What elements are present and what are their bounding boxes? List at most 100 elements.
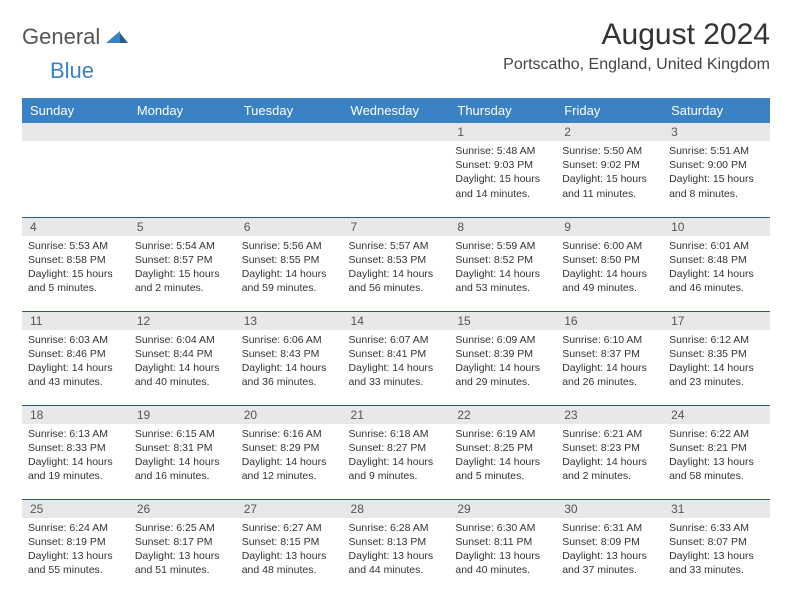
day-number: 5 [129,218,236,236]
day-number: 18 [22,406,129,424]
day-detail-line: Sunrise: 6:16 AM [242,427,337,441]
calendar-day-cell [22,123,129,217]
brand-logo: General [22,18,130,50]
day-details: Sunrise: 6:04 AMSunset: 8:44 PMDaylight:… [129,330,236,394]
brand-part2: Blue [50,58,94,84]
day-number: 24 [663,406,770,424]
day-detail-line: Daylight: 14 hours and 53 minutes. [455,267,550,295]
day-detail-line: Sunrise: 6:00 AM [562,239,657,253]
day-detail-line: Daylight: 14 hours and 40 minutes. [135,361,230,389]
day-detail-line: Sunrise: 6:27 AM [242,521,337,535]
calendar-day-cell: 29Sunrise: 6:30 AMSunset: 8:11 PMDayligh… [449,499,556,593]
day-detail-line: Sunrise: 6:31 AM [562,521,657,535]
day-details: Sunrise: 6:01 AMSunset: 8:48 PMDaylight:… [663,236,770,300]
day-number: 1 [449,123,556,141]
dow-saturday: Saturday [663,98,770,123]
day-detail-line: Sunrise: 6:13 AM [28,427,123,441]
day-details: Sunrise: 6:07 AMSunset: 8:41 PMDaylight:… [343,330,450,394]
day-detail-line: Daylight: 14 hours and 16 minutes. [135,455,230,483]
day-number: 14 [343,312,450,330]
day-detail-line: Sunset: 8:31 PM [135,441,230,455]
calendar-day-cell [343,123,450,217]
day-detail-line: Daylight: 14 hours and 19 minutes. [28,455,123,483]
day-details: Sunrise: 6:24 AMSunset: 8:19 PMDaylight:… [22,518,129,582]
day-detail-line: Sunrise: 6:30 AM [455,521,550,535]
day-details: Sunrise: 5:50 AMSunset: 9:02 PMDaylight:… [556,141,663,205]
calendar-day-cell: 25Sunrise: 6:24 AMSunset: 8:19 PMDayligh… [22,499,129,593]
calendar-day-cell: 15Sunrise: 6:09 AMSunset: 8:39 PMDayligh… [449,311,556,405]
calendar-week-row: 11Sunrise: 6:03 AMSunset: 8:46 PMDayligh… [22,311,770,405]
day-detail-line: Sunset: 8:53 PM [349,253,444,267]
day-detail-line: Daylight: 14 hours and 36 minutes. [242,361,337,389]
day-number: 21 [343,406,450,424]
calendar-day-cell [236,123,343,217]
day-number: 20 [236,406,343,424]
day-details: Sunrise: 6:31 AMSunset: 8:09 PMDaylight:… [556,518,663,582]
calendar-day-cell: 12Sunrise: 6:04 AMSunset: 8:44 PMDayligh… [129,311,236,405]
day-detail-line: Daylight: 14 hours and 2 minutes. [562,455,657,483]
day-detail-line: Sunrise: 6:18 AM [349,427,444,441]
day-detail-line: Daylight: 15 hours and 5 minutes. [28,267,123,295]
day-details: Sunrise: 6:12 AMSunset: 8:35 PMDaylight:… [663,330,770,394]
logo-triangle-icon [106,27,128,48]
calendar-day-cell: 7Sunrise: 5:57 AMSunset: 8:53 PMDaylight… [343,217,450,311]
day-number: 11 [22,312,129,330]
day-detail-line: Sunrise: 6:07 AM [349,333,444,347]
day-details: Sunrise: 5:56 AMSunset: 8:55 PMDaylight:… [236,236,343,300]
day-detail-line: Sunrise: 6:33 AM [669,521,764,535]
day-number: 3 [663,123,770,141]
day-details: Sunrise: 6:13 AMSunset: 8:33 PMDaylight:… [22,424,129,488]
calendar-day-cell [129,123,236,217]
day-details: Sunrise: 5:51 AMSunset: 9:00 PMDaylight:… [663,141,770,205]
calendar-day-cell: 31Sunrise: 6:33 AMSunset: 8:07 PMDayligh… [663,499,770,593]
day-number: 22 [449,406,556,424]
day-details: Sunrise: 5:48 AMSunset: 9:03 PMDaylight:… [449,141,556,205]
day-detail-line: Sunset: 8:37 PM [562,347,657,361]
day-details [129,141,236,148]
calendar-page: General August 2024 Portscatho, England,… [0,0,792,611]
day-detail-line: Daylight: 13 hours and 48 minutes. [242,549,337,577]
calendar-day-cell: 2Sunrise: 5:50 AMSunset: 9:02 PMDaylight… [556,123,663,217]
day-detail-line: Sunset: 8:44 PM [135,347,230,361]
day-details: Sunrise: 6:18 AMSunset: 8:27 PMDaylight:… [343,424,450,488]
calendar-day-cell: 23Sunrise: 6:21 AMSunset: 8:23 PMDayligh… [556,405,663,499]
dow-tuesday: Tuesday [236,98,343,123]
day-detail-line: Sunrise: 5:57 AM [349,239,444,253]
calendar-day-cell: 3Sunrise: 5:51 AMSunset: 9:00 PMDaylight… [663,123,770,217]
day-detail-line: Sunset: 8:17 PM [135,535,230,549]
day-details: Sunrise: 5:59 AMSunset: 8:52 PMDaylight:… [449,236,556,300]
calendar-day-cell: 11Sunrise: 6:03 AMSunset: 8:46 PMDayligh… [22,311,129,405]
day-detail-line: Daylight: 15 hours and 8 minutes. [669,172,764,200]
day-number: 26 [129,500,236,518]
dow-monday: Monday [129,98,236,123]
calendar-day-cell: 30Sunrise: 6:31 AMSunset: 8:09 PMDayligh… [556,499,663,593]
day-detail-line: Daylight: 14 hours and 23 minutes. [669,361,764,389]
day-detail-line: Sunrise: 6:19 AM [455,427,550,441]
day-detail-line: Daylight: 15 hours and 11 minutes. [562,172,657,200]
calendar-day-cell: 4Sunrise: 5:53 AMSunset: 8:58 PMDaylight… [22,217,129,311]
day-detail-line: Sunrise: 6:15 AM [135,427,230,441]
day-detail-line: Daylight: 13 hours and 58 minutes. [669,455,764,483]
day-detail-line: Sunrise: 5:48 AM [455,144,550,158]
day-details: Sunrise: 5:54 AMSunset: 8:57 PMDaylight:… [129,236,236,300]
dow-wednesday: Wednesday [343,98,450,123]
day-details: Sunrise: 6:10 AMSunset: 8:37 PMDaylight:… [556,330,663,394]
day-number: 17 [663,312,770,330]
day-detail-line: Sunrise: 6:01 AM [669,239,764,253]
calendar-day-cell: 20Sunrise: 6:16 AMSunset: 8:29 PMDayligh… [236,405,343,499]
calendar-day-cell: 14Sunrise: 6:07 AMSunset: 8:41 PMDayligh… [343,311,450,405]
day-number: 8 [449,218,556,236]
day-number: 19 [129,406,236,424]
day-detail-line: Daylight: 14 hours and 5 minutes. [455,455,550,483]
day-number: 31 [663,500,770,518]
day-detail-line: Sunset: 8:07 PM [669,535,764,549]
day-details: Sunrise: 6:19 AMSunset: 8:25 PMDaylight:… [449,424,556,488]
day-detail-line: Sunset: 8:57 PM [135,253,230,267]
day-detail-line: Daylight: 14 hours and 49 minutes. [562,267,657,295]
day-number: 13 [236,312,343,330]
day-details: Sunrise: 6:28 AMSunset: 8:13 PMDaylight:… [343,518,450,582]
day-number: 15 [449,312,556,330]
day-detail-line: Daylight: 14 hours and 33 minutes. [349,361,444,389]
day-detail-line: Daylight: 14 hours and 59 minutes. [242,267,337,295]
day-detail-line: Sunrise: 6:28 AM [349,521,444,535]
